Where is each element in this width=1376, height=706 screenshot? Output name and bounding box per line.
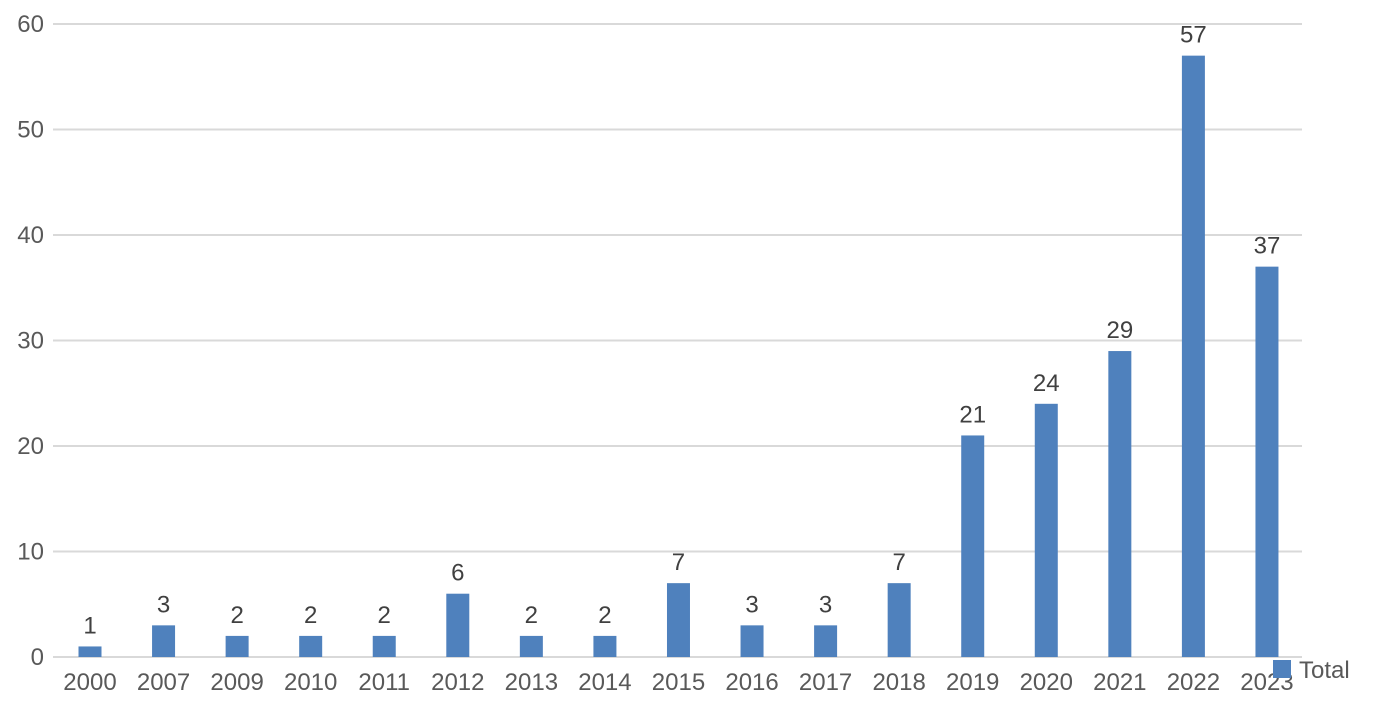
x-tick-label-2020: 2020 — [1020, 669, 1073, 696]
gridlines — [53, 23, 1302, 658]
data-label-2019: 21 — [959, 401, 986, 428]
data-label-2010: 2 — [304, 602, 317, 629]
x-tick-label-2018: 2018 — [872, 669, 925, 696]
bar-2018 — [887, 583, 911, 657]
y-tick-label: 20 — [17, 433, 44, 460]
x-tick-label-2007: 2007 — [137, 669, 190, 696]
bar-2012 — [446, 593, 470, 657]
x-tick-label-2000: 2000 — [63, 669, 116, 696]
bar-2019 — [961, 435, 985, 657]
bar-2014 — [593, 635, 617, 657]
bar-2015 — [666, 583, 690, 657]
y-tick-label: 40 — [17, 222, 44, 249]
data-label-2012: 6 — [451, 560, 464, 587]
y-tick-label: 0 — [31, 644, 44, 671]
x-tick-label-2012: 2012 — [431, 669, 484, 696]
legend-swatch-total — [1273, 660, 1291, 678]
data-label-2009: 2 — [230, 602, 243, 629]
data-label-2023: 37 — [1254, 233, 1281, 260]
data-label-2018: 7 — [892, 549, 905, 576]
x-tick-label-2017: 2017 — [799, 669, 852, 696]
x-tick-label-2022: 2022 — [1167, 669, 1220, 696]
x-tick-label-2016: 2016 — [725, 669, 778, 696]
data-label-2014: 2 — [598, 602, 611, 629]
x-tick-label-2014: 2014 — [578, 669, 631, 696]
legend-label-total: Total — [1299, 657, 1350, 684]
y-tick-label: 30 — [17, 328, 44, 355]
x-tick-label-2021: 2021 — [1093, 669, 1146, 696]
data-label-2015: 7 — [672, 549, 685, 576]
data-label-2017: 3 — [819, 591, 832, 618]
bar-2023 — [1255, 266, 1279, 657]
bar-2022 — [1181, 55, 1205, 657]
bar-2009 — [225, 635, 249, 657]
x-tick-label-2015: 2015 — [652, 669, 705, 696]
data-label-2007: 3 — [157, 591, 170, 618]
data-label-2022: 57 — [1180, 22, 1207, 49]
bar-2013 — [519, 635, 543, 657]
bar-2021 — [1108, 351, 1132, 657]
data-label-2011: 2 — [378, 602, 391, 629]
y-tick-label: 50 — [17, 117, 44, 144]
y-tick-label: 10 — [17, 539, 44, 566]
bar-2010 — [299, 635, 323, 657]
y-tick-label: 60 — [17, 11, 44, 38]
bars — [78, 55, 1279, 657]
data-label-2000: 1 — [83, 612, 96, 639]
y-axis: 0 10 20 30 40 50 60 — [17, 11, 44, 671]
bar-2007 — [152, 625, 176, 657]
data-label-2016: 3 — [745, 591, 758, 618]
bar-2000 — [78, 646, 102, 657]
x-tick-label-2010: 2010 — [284, 669, 337, 696]
x-tick-label-2013: 2013 — [505, 669, 558, 696]
bar-2011 — [372, 635, 396, 657]
x-tick-label-2019: 2019 — [946, 669, 999, 696]
bar-2020 — [1034, 403, 1058, 657]
data-label-2013: 2 — [525, 602, 538, 629]
legend: Total — [1273, 657, 1350, 684]
data-label-2021: 29 — [1106, 317, 1133, 344]
x-tick-label-2011: 2011 — [358, 669, 410, 696]
bar-2017 — [814, 625, 838, 657]
x-axis: 2000 2007 2009 2010 2011 2012 2013 2014 2015 2016… — [63, 669, 1293, 696]
bar-2016 — [740, 625, 764, 657]
data-label-2020: 24 — [1033, 370, 1060, 397]
x-tick-label-2009: 2009 — [210, 669, 263, 696]
